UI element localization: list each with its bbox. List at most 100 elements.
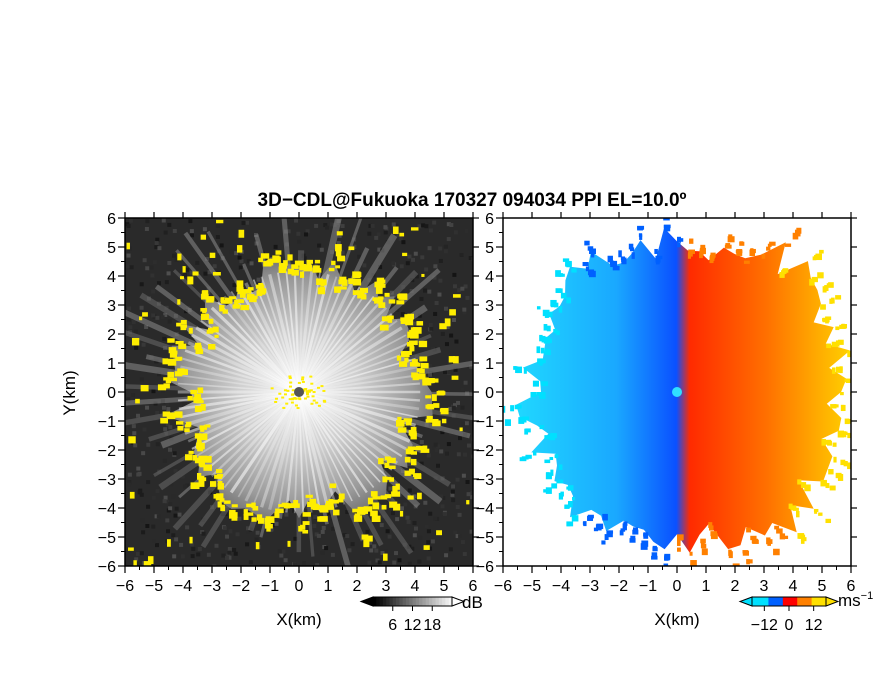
noise-cell [436, 444, 441, 449]
noise-cell [368, 540, 373, 545]
noise-cell [413, 251, 418, 256]
y-tick-label: −1 [98, 414, 116, 431]
high-echo-cell [389, 477, 395, 482]
reflectivity-panel: −6−6 −5 −5 −4 −4 −3 −3 −2 −2 −1 −1 0 0 1 1 2 2 3 3 4 4 5 5 6 6 X… [60, 211, 479, 629]
noise-cell [146, 504, 151, 509]
noise-cell [152, 260, 157, 265]
noise-cell [407, 461, 412, 466]
high-echo-cell [383, 553, 388, 561]
velocity-cell [543, 336, 551, 344]
x-tick-label: 5 [440, 578, 449, 595]
high-echo-cell [370, 491, 378, 497]
bright-ray [298, 391, 361, 498]
high-echo-cell [166, 412, 176, 420]
noise-cell [168, 425, 173, 430]
high-echo-cell [378, 302, 386, 308]
velocity-cell [618, 250, 622, 258]
noise-cell [378, 265, 383, 270]
velocity-cell [539, 392, 546, 399]
noise-cell [166, 529, 171, 534]
velocity-cell [782, 268, 787, 274]
velocity-cell [510, 405, 515, 412]
noise-cell [418, 535, 423, 540]
high-echo-cell [300, 524, 306, 530]
noise-cell [146, 480, 151, 485]
high-echo-cell [200, 308, 205, 312]
noise-cell [212, 264, 217, 269]
reflectivity-xlabel: X(km) [276, 610, 321, 629]
high-echo-cell [128, 436, 136, 444]
high-echo-cell [216, 219, 224, 224]
velocity-cell [825, 518, 832, 524]
velocity-cell [837, 473, 844, 481]
high-echo-cell [231, 515, 238, 521]
bright-ray [298, 279, 346, 393]
velocity-cell [537, 358, 544, 363]
high-echo-cell [217, 474, 224, 478]
bright-ray [298, 391, 387, 477]
noise-cell [174, 537, 179, 542]
velocity-colorbar: ms−1 −12 0 12 [738, 590, 873, 634]
noise-cell [185, 483, 190, 488]
noise-cell [377, 560, 382, 565]
noise-cell [417, 313, 422, 318]
x-tick-label: −2 [610, 578, 628, 595]
noise-cell [174, 257, 179, 262]
noise-cell [238, 265, 243, 270]
bright-ray [298, 391, 393, 471]
noise-cell [395, 517, 400, 522]
noise-cell [226, 553, 231, 558]
noise-cell [173, 468, 178, 473]
noise-cell [296, 231, 301, 236]
noise-cell [449, 431, 454, 436]
high-echo-cell [288, 385, 292, 388]
high-echo-cell [383, 476, 392, 480]
noise-cell [180, 554, 185, 559]
bright-ray [298, 341, 411, 393]
bright-ray [298, 301, 382, 393]
noise-cell [227, 550, 232, 555]
noise-cell [165, 422, 170, 427]
colorbar-cell [786, 597, 790, 606]
high-echo-cell [410, 426, 417, 433]
high-echo-cell [206, 296, 214, 303]
high-echo-cell [407, 313, 415, 320]
high-echo-cell [392, 485, 398, 493]
high-echo-cell [197, 437, 202, 443]
noise-cell [457, 512, 462, 517]
high-echo-cell [409, 470, 415, 475]
velocity-cell [525, 454, 532, 459]
high-echo-cell [312, 391, 316, 394]
velocity-cell [710, 252, 716, 258]
x-tick-label: 0 [673, 578, 682, 595]
bright-ray [237, 286, 301, 393]
bright-ray [298, 326, 403, 394]
high-echo-cell [208, 327, 215, 333]
noise-cell [256, 277, 261, 282]
noise-cell [145, 219, 150, 224]
noise-cell [347, 548, 352, 553]
bright-ray [210, 391, 300, 478]
velocity-cell [532, 380, 540, 387]
noise-cell [161, 405, 166, 410]
noise-cell [456, 400, 461, 405]
high-echo-cell [263, 260, 272, 267]
velocity-cell [822, 286, 827, 293]
noise-cell [428, 363, 433, 368]
velocity-cell [831, 297, 835, 304]
noise-cell [155, 237, 160, 242]
y-tick-label: 1 [485, 356, 494, 373]
noise-cell [443, 244, 448, 249]
velocity-region [516, 228, 850, 553]
velocity-cell [607, 255, 613, 263]
high-echo-cell [215, 469, 223, 474]
high-echo-cell [303, 388, 307, 391]
high-echo-cell [283, 503, 290, 509]
high-echo-cell [348, 246, 355, 251]
noise-cell [345, 534, 350, 539]
velocity-cell [566, 297, 572, 304]
colorbar-cell [758, 597, 761, 606]
x-tick-label: −2 [232, 578, 250, 595]
bright-ray [298, 313, 393, 393]
colorbar-cell [811, 597, 815, 606]
